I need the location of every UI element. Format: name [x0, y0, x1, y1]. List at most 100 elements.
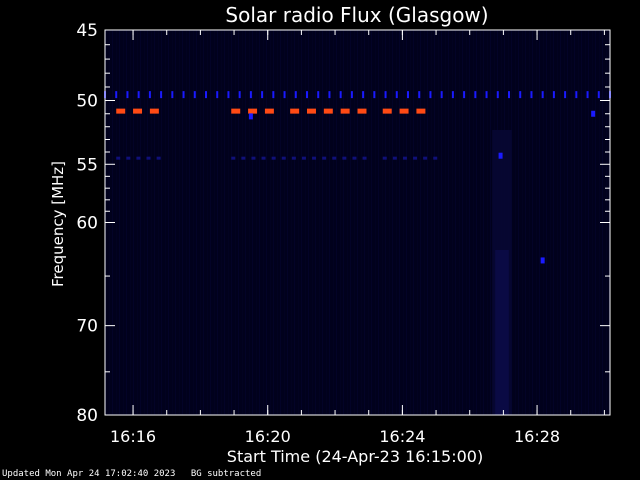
blue-band-mark — [564, 91, 567, 99]
faint-band-mark — [261, 156, 266, 160]
red-interference-dash — [340, 108, 350, 114]
faint-band-mark — [271, 156, 276, 160]
red-interference-dash — [357, 108, 367, 114]
y-tick-label: 45 — [76, 21, 98, 41]
faint-band-mark — [392, 156, 397, 160]
vertical-streak-core — [495, 250, 509, 415]
blue-band-mark — [306, 91, 308, 99]
faint-band-mark — [251, 156, 256, 160]
y-tick-label: 50 — [76, 92, 98, 112]
faint-band-mark — [146, 156, 151, 160]
blue-band-mark — [126, 91, 129, 99]
blue-band-mark — [552, 91, 555, 99]
feature-layer — [104, 91, 611, 264]
red-interference-dash — [231, 108, 241, 114]
red-interference-dash — [149, 108, 159, 114]
blue-band-mark — [283, 91, 286, 99]
blue-band-mark — [541, 91, 544, 99]
x-tick-label: 16:20 — [245, 427, 291, 446]
blue-band-mark — [474, 91, 477, 99]
updated-timestamp: Updated Mon Apr 24 17:02:40 2023 — [2, 469, 176, 479]
blue-spot — [498, 152, 503, 159]
blue-band-mark — [148, 91, 151, 99]
blue-band-mark — [519, 91, 522, 99]
blue-band-mark — [575, 91, 578, 99]
red-interference-dash — [382, 108, 392, 114]
plot-area — [104, 29, 611, 416]
faint-band-mark — [362, 156, 367, 160]
y-tick-label: 60 — [76, 214, 98, 234]
blue-band-mark — [373, 91, 376, 99]
faint-band-mark — [382, 156, 387, 160]
streak-layer — [492, 130, 512, 415]
blue-band-mark — [216, 91, 219, 99]
red-interference-dash — [133, 108, 143, 114]
blue-band-mark — [362, 91, 365, 99]
blue-band-mark — [407, 91, 409, 99]
blue-band-mark — [451, 91, 454, 99]
faint-band-mark — [433, 156, 438, 160]
blue-band-mark — [429, 91, 432, 99]
faint-band-mark — [332, 156, 337, 160]
x-tick-label: 16:28 — [514, 427, 560, 446]
faint-band-mark — [291, 156, 296, 160]
blue-band-mark — [384, 91, 387, 99]
faint-band-mark — [116, 156, 121, 160]
plot-background-texture — [105, 30, 610, 415]
faint-band-mark — [423, 156, 428, 160]
blue-band-mark — [418, 91, 421, 99]
faint-band-mark — [126, 156, 131, 160]
blue-band-mark — [137, 91, 140, 99]
footer: Updated Mon Apr 24 17:02:40 2023 BG subt… — [2, 469, 261, 479]
red-interference-dash — [323, 108, 333, 114]
blue-band-mark — [496, 91, 499, 99]
blue-spot — [248, 113, 253, 120]
faint-band-mark — [342, 156, 347, 160]
blue-band-mark — [272, 91, 275, 99]
blue-band-mark — [597, 91, 600, 99]
blue-band-mark — [294, 91, 297, 99]
x-tick-label: 16:16 — [110, 427, 156, 446]
x-axis: 16:16 16:20 16:24 16:28 — [110, 30, 605, 446]
y-axis: 45 50 55 60 70 80 — [76, 21, 610, 426]
faint-band-mark — [322, 156, 327, 160]
faint-band-mark — [413, 156, 418, 160]
faint-band-mark — [352, 156, 357, 160]
blue-band-mark — [586, 91, 589, 99]
red-interference-dash — [307, 108, 316, 114]
faint-band-mark — [231, 156, 236, 160]
chart-title: Solar radio Flux (Glasgow) — [225, 3, 488, 27]
faint-band-mark — [156, 156, 161, 160]
faint-band-mark — [402, 156, 407, 160]
blue-band-mark — [205, 91, 207, 99]
blue-band-mark — [193, 91, 196, 99]
blue-spot — [591, 110, 596, 117]
y-axis-label: Frequency [MHz] — [49, 161, 67, 287]
blue-band-mark — [249, 91, 252, 99]
blue-band-mark — [395, 91, 398, 99]
blue-band-mark — [115, 91, 118, 99]
processing-note: BG subtracted — [190, 469, 262, 479]
blue-band-mark — [339, 91, 342, 99]
faint-band-mark — [136, 156, 141, 160]
blue-band-mark — [227, 91, 230, 99]
blue-band-mark — [182, 91, 185, 99]
blue-band-mark — [171, 91, 174, 99]
x-tick-label: 16:24 — [379, 427, 425, 446]
blue-band-mark — [485, 91, 488, 99]
blue-band-mark — [440, 91, 443, 99]
faint-band-mark — [241, 156, 246, 160]
blue-band-mark — [317, 91, 320, 99]
faint-band-mark — [312, 156, 317, 160]
blue-band-mark — [463, 91, 466, 99]
faint-band-mark — [281, 156, 286, 160]
blue-band-mark — [328, 91, 331, 99]
x-axis-label: Start Time (24-Apr-23 16:15:00) — [227, 447, 483, 466]
red-interference-dash — [116, 108, 126, 114]
blue-band-mark — [238, 91, 241, 99]
blue-band-mark — [530, 91, 533, 99]
blue-band-mark — [160, 91, 163, 99]
blue-band-mark — [350, 91, 353, 99]
red-interference-dash — [248, 108, 258, 114]
